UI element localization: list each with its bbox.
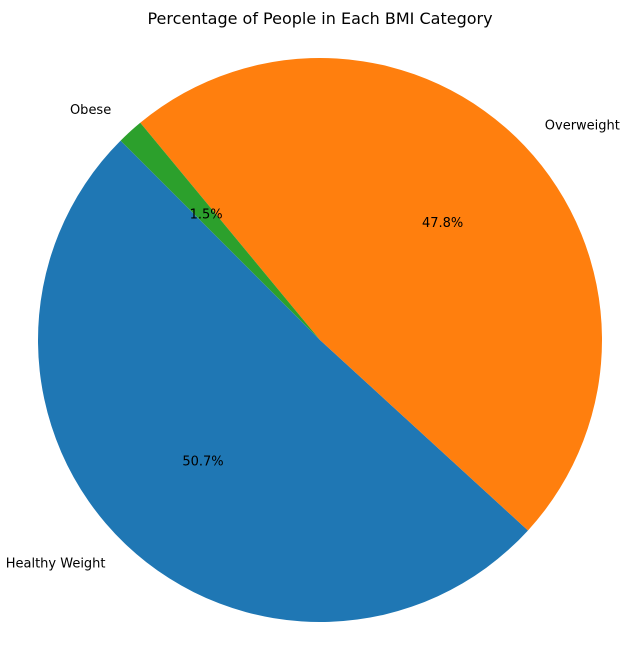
pie-slice-healthy-weight bbox=[38, 140, 528, 622]
slice-label-healthy-weight: Healthy Weight bbox=[6, 557, 106, 572]
chart-title: Percentage of People in Each BMI Categor… bbox=[147, 9, 492, 28]
slice-percent-healthy-weight: 50.7% bbox=[182, 455, 223, 470]
pie-slices bbox=[38, 58, 602, 622]
pie-slice-overweight bbox=[140, 58, 602, 531]
slice-percent-obese: 1.5% bbox=[190, 207, 223, 222]
slice-percent-overweight: 47.8% bbox=[422, 216, 463, 231]
slice-label-obese: Obese bbox=[70, 103, 111, 118]
pie-labels: Healthy Weight 50.7% Overweight 47.8% Obese 1… bbox=[6, 103, 620, 572]
pie-slice-obese bbox=[120, 122, 320, 340]
slice-label-overweight: Overweight bbox=[545, 119, 620, 134]
